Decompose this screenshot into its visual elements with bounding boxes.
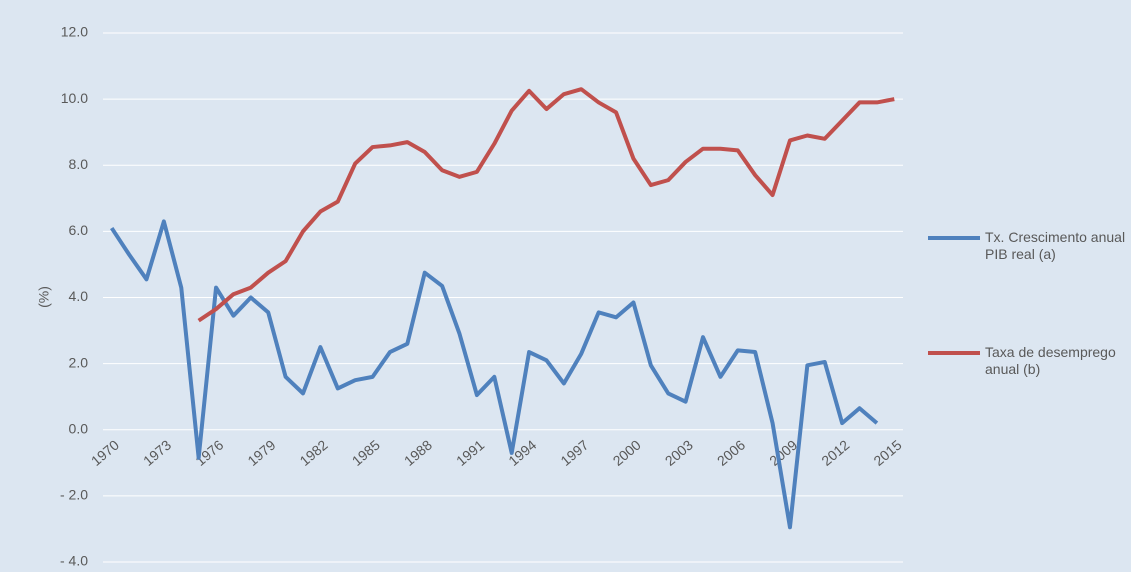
y-axis-label: (%)	[36, 286, 52, 308]
x-tick-label: 2000	[610, 436, 644, 468]
x-tick-label: 1973	[140, 436, 174, 468]
x-tick-label: 2006	[714, 436, 748, 468]
y-tick-label: 2.0	[69, 354, 89, 370]
y-tick-label: 8.0	[69, 156, 89, 172]
y-tick-label: 4.0	[69, 288, 89, 304]
y-tick-label: - 2.0	[60, 487, 88, 503]
legend-label: Tx. Crescimento anual PIB real (a)	[985, 229, 1126, 262]
x-tick-label: 1982	[297, 436, 331, 468]
y-tick-label: 10.0	[61, 90, 88, 106]
x-tick-label: 1988	[401, 436, 435, 468]
legend-label: Taxa de desemprego anual (b)	[985, 344, 1116, 377]
y-tick-label: - 4.0	[60, 553, 88, 569]
x-tick-label: 1979	[244, 436, 278, 468]
x-tick-label: 1997	[557, 436, 591, 468]
y-tick-label: 12.0	[61, 24, 88, 40]
x-tick-label: 2003	[662, 436, 696, 468]
x-tick-label: 1970	[88, 436, 122, 468]
x-tick-label: 1991	[453, 436, 487, 468]
line	[110, 219, 879, 530]
y-tick-label: 6.0	[69, 222, 89, 238]
x-tick-label: 2015	[870, 436, 904, 468]
line	[197, 87, 895, 323]
y-tick-label: 0.0	[69, 420, 89, 436]
x-tick-label: 2012	[818, 436, 852, 468]
x-tick-label: 1985	[349, 436, 383, 468]
